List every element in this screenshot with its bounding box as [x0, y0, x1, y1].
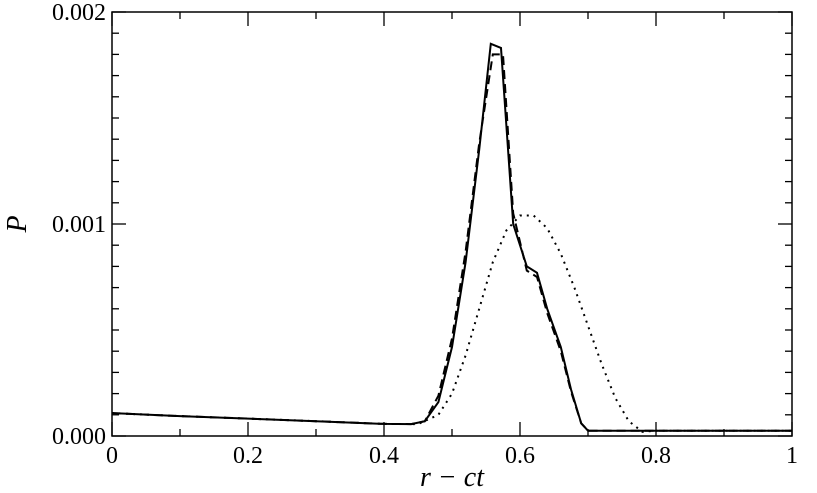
series-line-dashed [111, 53, 792, 432]
x-axis-title: r − ct [420, 462, 485, 493]
x-tick-label: 0.4 [369, 443, 399, 469]
y-tick-label: 0.000 [52, 424, 106, 450]
x-tick-label: 0.2 [233, 443, 263, 469]
x-tick-label: 0.6 [505, 443, 535, 469]
y-tick-label: 0.002 [52, 0, 106, 26]
axis-ticks [111, 11, 793, 437]
x-tick-label: 1 [786, 443, 798, 469]
series-line-dotted [111, 214, 792, 433]
tick-labels: 0 0.2 0.4 0.6 0.8 1 0.000 0.001 0.002 [52, 0, 798, 469]
x-tick-label: 0 [106, 443, 118, 469]
series-line-solid [111, 42, 792, 432]
y-tick-label: 0.001 [52, 212, 106, 238]
x-tick-label: 0.8 [641, 443, 671, 469]
y-axis-title: P [2, 215, 33, 233]
series-layer [111, 42, 792, 433]
plot-frame [111, 11, 793, 437]
